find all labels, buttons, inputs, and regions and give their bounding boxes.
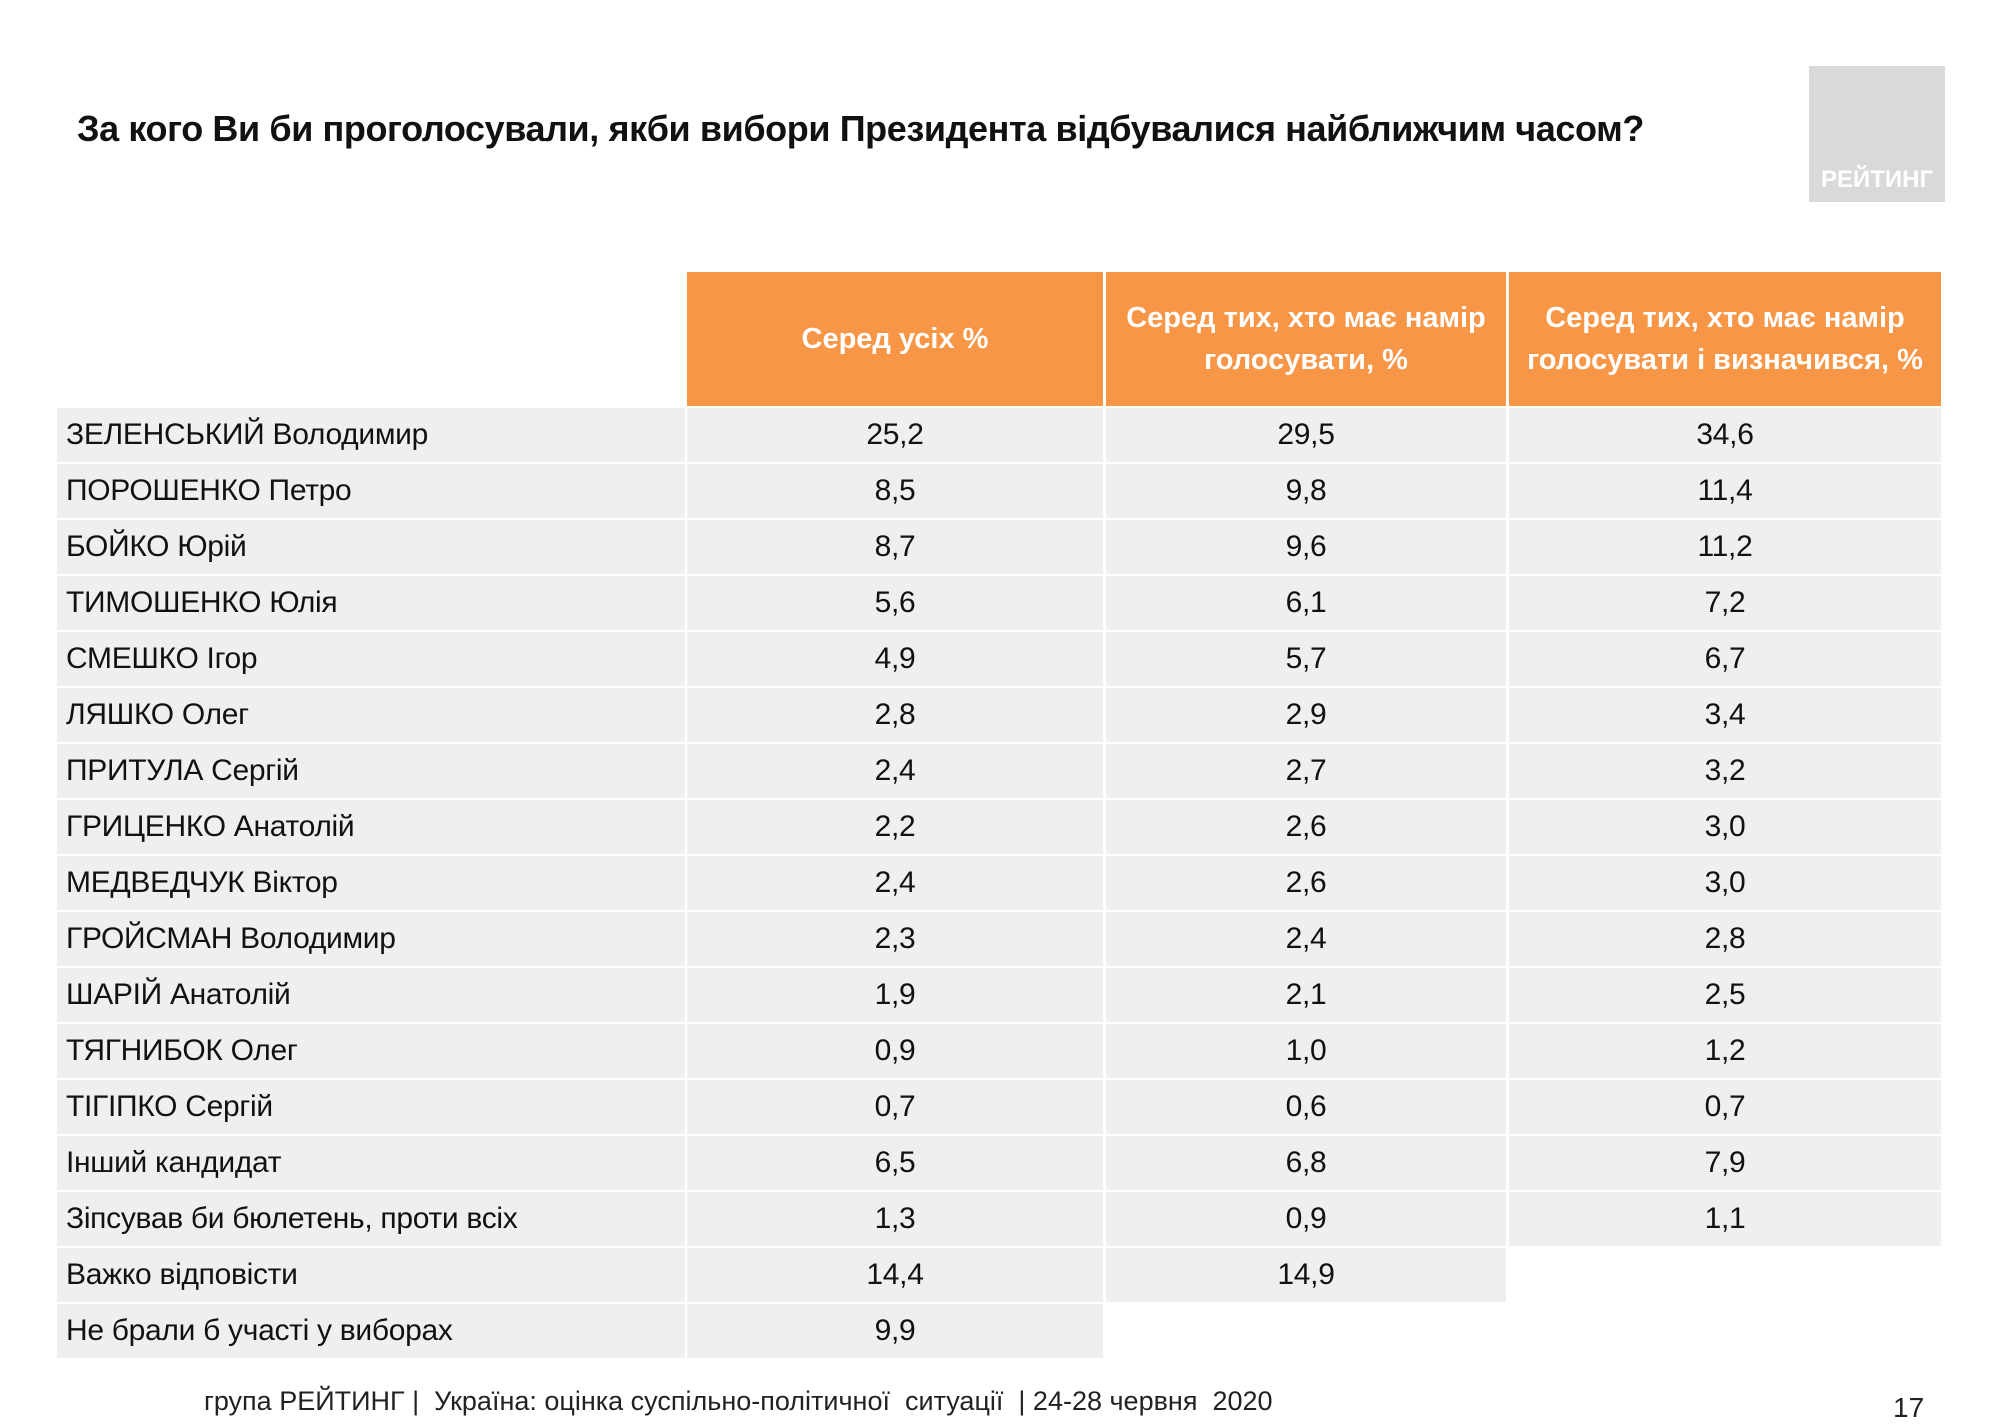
cell-value: 0,7 — [687, 1080, 1103, 1134]
cell-value: 8,7 — [687, 520, 1103, 574]
cell-value: 9,6 — [1106, 520, 1506, 574]
cell-value: 2,9 — [1106, 688, 1506, 742]
cell-value: 2,8 — [1509, 912, 1941, 966]
cell-value: 2,4 — [1106, 912, 1506, 966]
cell-value: 1,9 — [687, 968, 1103, 1022]
cell-value: 34,6 — [1509, 408, 1941, 462]
row-label: Інший кандидат — [57, 1136, 685, 1190]
cell-value: 5,7 — [1106, 632, 1506, 686]
cell-value: 2,4 — [687, 856, 1103, 910]
cell-value: 2,4 — [687, 744, 1103, 798]
cell-value: 3,0 — [1509, 856, 1941, 910]
cell-value: 0,9 — [1106, 1192, 1506, 1246]
column-header: Серед тих, хто має намір голосувати і ви… — [1509, 272, 1941, 406]
cell-value: 1,3 — [687, 1192, 1103, 1246]
row-label: ТЯГНИБОК Олег — [57, 1024, 685, 1078]
row-label: ГРИЦЕНКО Анатолій — [57, 800, 685, 854]
cell-value: 0,9 — [687, 1024, 1103, 1078]
row-label: СМЕШКО Ігор — [57, 632, 685, 686]
cell-value: 11,2 — [1509, 520, 1941, 574]
cell-value: 11,4 — [1509, 464, 1941, 518]
cell-value: 29,5 — [1106, 408, 1506, 462]
cell-value: 2,5 — [1509, 968, 1941, 1022]
row-label: ТІГІПКО Сергій — [57, 1080, 685, 1134]
cell-value: 2,8 — [687, 688, 1103, 742]
cell-value: 2,3 — [687, 912, 1103, 966]
cell-value: 9,8 — [1106, 464, 1506, 518]
cell-value: 5,6 — [687, 576, 1103, 630]
row-label: ГРОЙСМАН Володимир — [57, 912, 685, 966]
cell-value: 6,8 — [1106, 1136, 1506, 1190]
row-label: ЗЕЛЕНСЬКИЙ Володимир — [57, 408, 685, 462]
cell-value: 1,0 — [1106, 1024, 1506, 1078]
row-label: ЛЯШКО Олег — [57, 688, 685, 742]
row-label: МЕДВЕДЧУК Віктор — [57, 856, 685, 910]
row-label: ШАРІЙ Анатолій — [57, 968, 685, 1022]
row-label: Зіпсував би бюлетень, проти всіх — [57, 1192, 685, 1246]
cell-value: 2,7 — [1106, 744, 1506, 798]
cell-value: 2,1 — [1106, 968, 1506, 1022]
row-label: ПОРОШЕНКО Петро — [57, 464, 685, 518]
cell-value: 8,5 — [687, 464, 1103, 518]
cell-value: 4,9 — [687, 632, 1103, 686]
cell-value: 1,1 — [1509, 1192, 1941, 1246]
row-label: БОЙКО Юрій — [57, 520, 685, 574]
cell-value: 7,9 — [1509, 1136, 1941, 1190]
cell-value: 6,7 — [1509, 632, 1941, 686]
cell-value: 3,0 — [1509, 800, 1941, 854]
cell-value: 14,9 — [1106, 1248, 1506, 1302]
cell-value: 2,2 — [687, 800, 1103, 854]
row-label: Важко відповісти — [57, 1248, 685, 1302]
cell-value: 3,2 — [1509, 744, 1941, 798]
row-label: ТИМОШЕНКО Юлія — [57, 576, 685, 630]
row-label: ПРИТУЛА Сергій — [57, 744, 685, 798]
logo-text: РЕЙТИНГ — [1820, 166, 1934, 193]
cell-value: 6,1 — [1106, 576, 1506, 630]
cell-value: 25,2 — [687, 408, 1103, 462]
page-number: 17 — [1893, 1392, 1925, 1423]
row-label: Не брали б участі у виборах — [57, 1304, 685, 1358]
cell-value: 0,7 — [1509, 1080, 1941, 1134]
cell-value: 9,9 — [687, 1304, 1103, 1358]
title: За кого Ви би проголосували, якби вибори… — [77, 108, 1644, 149]
cell-value: 7,2 — [1509, 576, 1941, 630]
logo: РЕЙТИНГ — [1809, 66, 1945, 202]
cell-value: 2,6 — [1106, 800, 1506, 854]
cell-value: 3,4 — [1509, 688, 1941, 742]
cell-value: 1,2 — [1509, 1024, 1941, 1078]
column-header: Серед усіх % — [687, 272, 1103, 406]
cell-value: 6,5 — [687, 1136, 1103, 1190]
footer-source: група РЕЙТИНГ | Україна: оцінка суспільн… — [204, 1386, 1273, 1416]
cell-value: 2,6 — [1106, 856, 1506, 910]
cell-value: 0,6 — [1106, 1080, 1506, 1134]
cell-value: 14,4 — [687, 1248, 1103, 1302]
column-header: Серед тих, хто має намір голосувати, % — [1106, 272, 1506, 406]
